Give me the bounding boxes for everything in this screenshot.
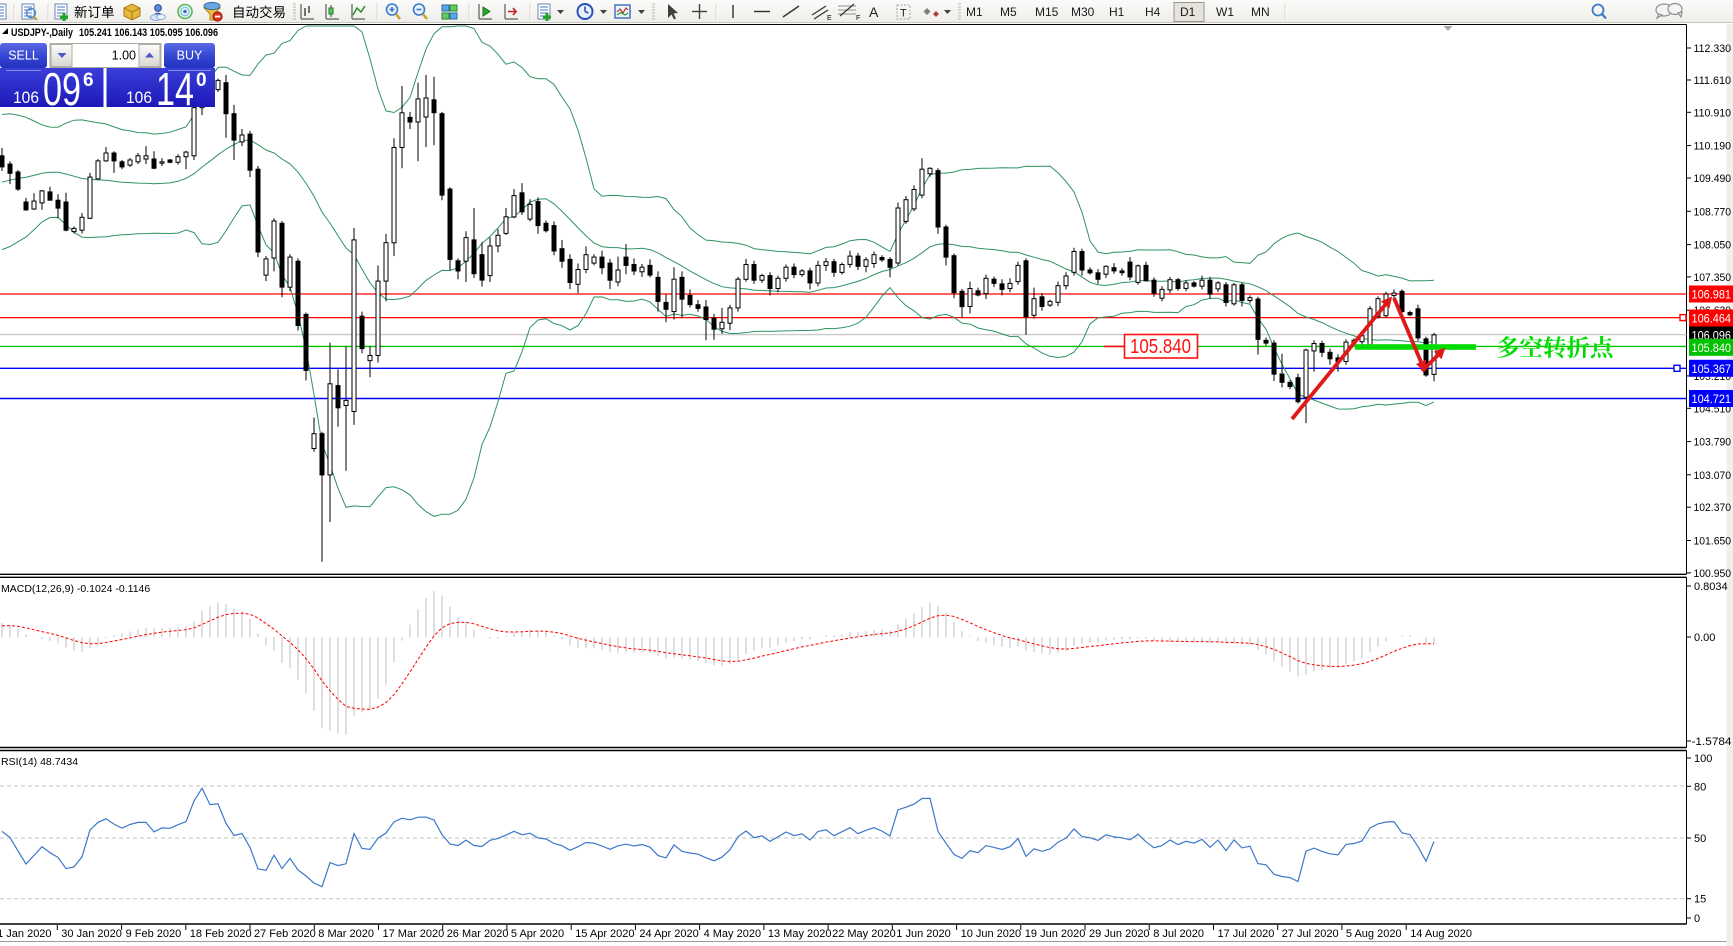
svg-text:17 Mar 2020: 17 Mar 2020	[383, 928, 445, 940]
svg-text:109.490: 109.490	[1694, 173, 1732, 185]
svg-text:6: 6	[83, 70, 94, 91]
svg-text:9 Feb 2020: 9 Feb 2020	[126, 928, 182, 940]
svg-text:E: E	[827, 15, 832, 22]
svg-text:111.610: 111.610	[1694, 75, 1732, 87]
svg-text:103.790: 103.790	[1694, 437, 1732, 449]
svg-text:A: A	[869, 4, 879, 20]
svg-text:108.770: 108.770	[1694, 206, 1732, 218]
svg-text:M5: M5	[1000, 5, 1017, 19]
svg-text:19 Jun 2020: 19 Jun 2020	[1025, 928, 1086, 940]
svg-text:107.350: 107.350	[1694, 272, 1732, 284]
svg-text:17 Jul 2020: 17 Jul 2020	[1218, 928, 1275, 940]
svg-text:4 May 2020: 4 May 2020	[704, 928, 761, 940]
svg-text:13 May 2020: 13 May 2020	[768, 928, 832, 940]
svg-text:SELL: SELL	[8, 49, 39, 63]
svg-text:14 Aug 2020: 14 Aug 2020	[1410, 928, 1472, 940]
svg-text:F: F	[856, 15, 860, 22]
svg-text:100: 100	[1694, 753, 1712, 765]
svg-text:80: 80	[1694, 781, 1706, 793]
svg-text:105.241 106.143 105.095 106.09: 105.241 106.143 105.095 106.096	[79, 27, 218, 39]
svg-text:30 Jan 2020: 30 Jan 2020	[61, 928, 122, 940]
svg-text:M30: M30	[1071, 5, 1095, 19]
svg-text:1 Jan 2020: 1 Jan 2020	[0, 928, 52, 940]
svg-text:14: 14	[156, 63, 194, 115]
svg-text:MACD(12,26,9) -0.1024 -0.1146: MACD(12,26,9) -0.1024 -0.1146	[1, 583, 150, 595]
svg-text:106: 106	[126, 88, 152, 107]
svg-text:5 Apr 2020: 5 Apr 2020	[511, 928, 564, 940]
svg-text:W1: W1	[1216, 5, 1234, 19]
svg-text:0: 0	[1694, 913, 1700, 925]
svg-text:-1.5784: -1.5784	[1692, 736, 1732, 748]
svg-text:09: 09	[43, 63, 81, 115]
svg-text:106.464: 106.464	[1692, 312, 1732, 326]
svg-text:M15: M15	[1035, 5, 1059, 19]
svg-text:8 Jul 2020: 8 Jul 2020	[1153, 928, 1204, 940]
svg-text:USDJPY-,Daily: USDJPY-,Daily	[11, 27, 74, 39]
svg-text:M1: M1	[966, 5, 983, 19]
svg-text:110.910: 110.910	[1694, 107, 1732, 119]
svg-text:10 Jun 2020: 10 Jun 2020	[961, 928, 1022, 940]
svg-text:104.721: 104.721	[1692, 392, 1732, 406]
svg-text:22 May 2020: 22 May 2020	[832, 928, 896, 940]
svg-text:1.00: 1.00	[112, 49, 136, 63]
svg-text:27 Jul 2020: 27 Jul 2020	[1282, 928, 1339, 940]
svg-text:T: T	[900, 8, 907, 20]
svg-text:0.8034: 0.8034	[1694, 581, 1728, 593]
svg-text:50: 50	[1694, 833, 1706, 845]
svg-text:103.070: 103.070	[1694, 470, 1732, 482]
svg-text:101.650: 101.650	[1694, 536, 1732, 548]
svg-text:RSI(14) 48.7434: RSI(14) 48.7434	[1, 756, 78, 768]
svg-text:106: 106	[13, 88, 39, 107]
svg-text:MN: MN	[1251, 5, 1270, 19]
svg-text:29 Jun 2020: 29 Jun 2020	[1089, 928, 1150, 940]
svg-text:102.370: 102.370	[1694, 502, 1732, 514]
svg-text:106.981: 106.981	[1692, 288, 1732, 302]
svg-text:H4: H4	[1145, 5, 1161, 19]
svg-text:D1: D1	[1180, 5, 1196, 19]
svg-text:26 Mar 2020: 26 Mar 2020	[447, 928, 509, 940]
svg-text:8 Mar 2020: 8 Mar 2020	[318, 928, 374, 940]
svg-text:108.050: 108.050	[1694, 240, 1732, 252]
svg-text:105.840: 105.840	[1130, 336, 1191, 358]
svg-text:1 Jun 2020: 1 Jun 2020	[896, 928, 950, 940]
svg-text:112.330: 112.330	[1694, 43, 1732, 55]
svg-text:105.840: 105.840	[1692, 341, 1732, 355]
svg-text:0: 0	[196, 70, 207, 91]
svg-text:0.00: 0.00	[1694, 632, 1715, 644]
svg-text:27 Feb 2020: 27 Feb 2020	[254, 928, 316, 940]
svg-text:24 Apr 2020: 24 Apr 2020	[639, 928, 698, 940]
svg-text:100.950: 100.950	[1694, 568, 1732, 580]
svg-text:BUY: BUY	[177, 49, 203, 63]
svg-text:5 Aug 2020: 5 Aug 2020	[1346, 928, 1402, 940]
svg-text:15 Apr 2020: 15 Apr 2020	[575, 928, 634, 940]
svg-text:105.367: 105.367	[1692, 362, 1732, 376]
svg-text:15: 15	[1694, 894, 1706, 906]
svg-text:110.190: 110.190	[1694, 141, 1732, 153]
svg-text:H1: H1	[1109, 5, 1125, 19]
svg-text:18 Feb 2020: 18 Feb 2020	[190, 928, 252, 940]
